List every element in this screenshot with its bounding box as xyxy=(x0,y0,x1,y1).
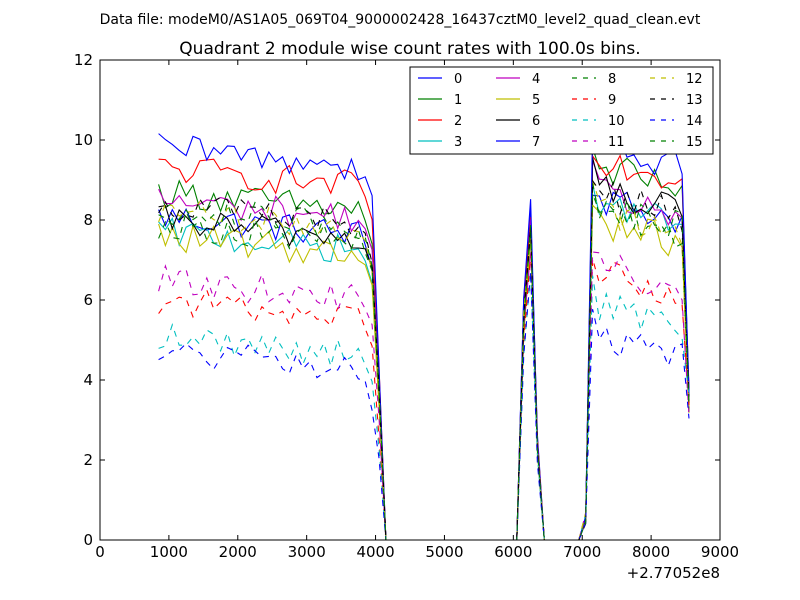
x-tick-label: 7000 xyxy=(563,543,601,561)
series-layer xyxy=(158,129,690,540)
legend-label-12: 12 xyxy=(686,72,703,87)
series-line-10 xyxy=(158,271,690,540)
series-line-6 xyxy=(158,157,690,540)
series-line-4 xyxy=(158,160,690,540)
series-line-1 xyxy=(158,147,690,540)
x-tick-label: 4000 xyxy=(356,543,394,561)
x-tick-label: 8000 xyxy=(632,543,670,561)
legend-label-6: 6 xyxy=(532,114,540,129)
x-axis: 0 1000 2000 3000 4000 5000 6000 7000 8000 9000 xyxy=(95,60,739,561)
y-tick-label: 4 xyxy=(83,371,93,389)
x-axis-offset-label: +2.77052e8 xyxy=(627,564,720,582)
legend-label-7: 7 xyxy=(532,135,540,150)
series-line-5 xyxy=(158,203,690,540)
legend-label-3: 3 xyxy=(454,135,462,150)
x-tick-label: 5000 xyxy=(425,543,463,561)
series-line-9 xyxy=(158,253,690,540)
series-line-8 xyxy=(158,182,690,540)
legend-label-9: 9 xyxy=(608,93,616,108)
x-tick-label: 1000 xyxy=(150,543,188,561)
legend-label-8: 8 xyxy=(608,72,616,87)
x-tick-label: 3000 xyxy=(288,543,326,561)
x-tick-label: 6000 xyxy=(494,543,532,561)
legend-label-4: 4 xyxy=(532,72,540,87)
series-line-13 xyxy=(158,179,690,540)
legend-label-14: 14 xyxy=(686,114,703,129)
series-line-14 xyxy=(158,271,690,540)
series-line-7 xyxy=(158,129,690,540)
data-file-suptitle: Data file: modeM0/AS1A05_069T04_90000024… xyxy=(100,12,701,28)
x-tick-label: 9000 xyxy=(701,543,739,561)
legend-label-10: 10 xyxy=(608,114,625,129)
series-line-15 xyxy=(158,193,690,540)
x-tick-label: 2000 xyxy=(219,543,257,561)
series-line-3 xyxy=(158,184,690,540)
chart-title: Quadrant 2 module wise count rates with … xyxy=(179,39,640,59)
y-tick-label: 12 xyxy=(74,51,93,69)
legend-label-15: 15 xyxy=(686,135,703,150)
y-tick-label: 6 xyxy=(83,291,93,309)
legend-label-1: 1 xyxy=(454,93,462,108)
legend-label-11: 11 xyxy=(608,135,625,150)
series-line-11 xyxy=(158,251,690,540)
x-tick-label: 0 xyxy=(95,543,105,561)
y-tick-label: 8 xyxy=(83,211,93,229)
legend-frame xyxy=(409,66,714,155)
series-line-12 xyxy=(158,180,690,540)
y-tick-label: 10 xyxy=(74,131,93,149)
legend-label-13: 13 xyxy=(686,93,703,108)
legend-label-2: 2 xyxy=(454,114,462,129)
legend-label-0: 0 xyxy=(454,72,462,87)
y-tick-label: 0 xyxy=(83,531,93,549)
series-line-0 xyxy=(158,191,690,540)
y-tick-label: 2 xyxy=(83,451,93,469)
series-line-2 xyxy=(158,154,690,540)
legend-label-5: 5 xyxy=(532,93,540,108)
